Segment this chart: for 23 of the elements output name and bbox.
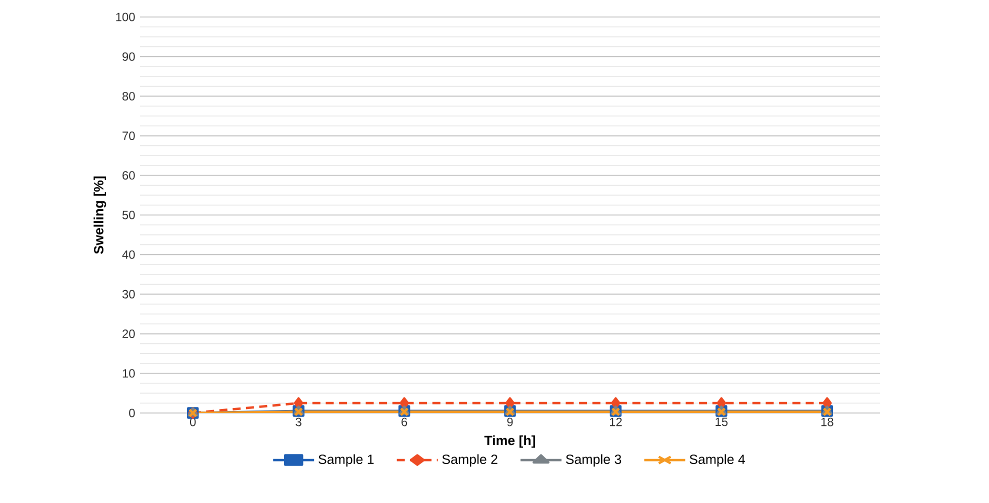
x-tick-label: 6: [402, 418, 408, 426]
legend-label: Sample 3: [566, 454, 622, 467]
x-axis-title: Time [h]: [484, 435, 536, 448]
x-tick-label: 12: [610, 418, 622, 426]
y-axis-title: Swelling [%]: [94, 176, 106, 254]
x-tick-label: 3: [296, 418, 302, 426]
legend-label: Sample 1: [318, 454, 374, 467]
y-tick-label: 70: [122, 132, 135, 140]
y-tick-label: 30: [122, 290, 135, 298]
y-tick-label: 90: [122, 52, 135, 61]
y-tick-label: 40: [122, 250, 135, 259]
x-tick-label: 9: [507, 418, 513, 426]
y-tick-label: 100: [116, 12, 135, 22]
x-tick-label: 15: [716, 418, 728, 426]
y-tick-label: 10: [122, 369, 135, 378]
y-tick-label: 80: [122, 92, 135, 100]
y-tick-label: 60: [122, 171, 135, 180]
y-tick-label: 50: [122, 210, 135, 220]
y-tick-label: 20: [122, 330, 135, 338]
legend-label: Sample 4: [690, 454, 745, 467]
x-tick-label: 18: [821, 418, 834, 426]
legend-label: Sample 2: [442, 454, 498, 467]
y-tick-label: 0: [129, 408, 135, 418]
